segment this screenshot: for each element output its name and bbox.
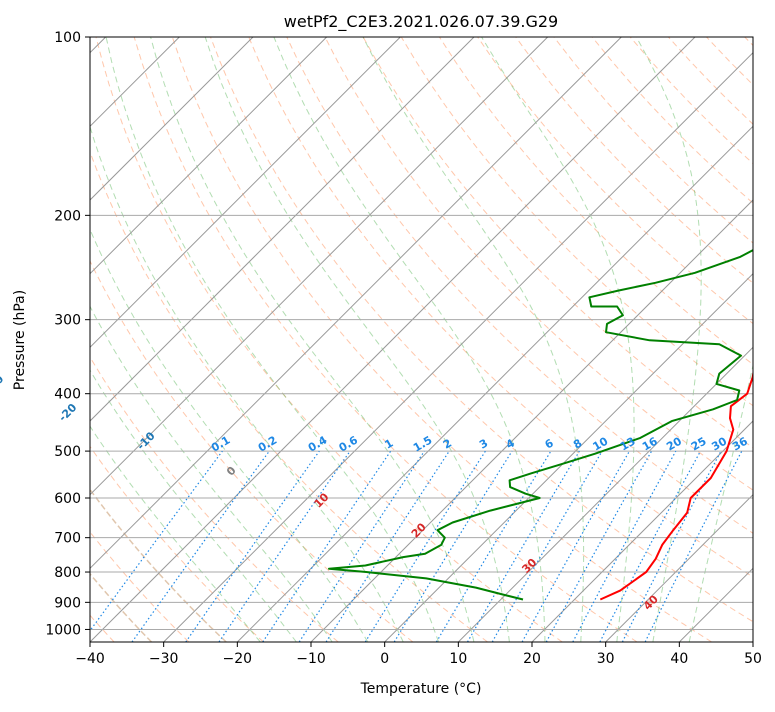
isotherm	[532, 37, 775, 642]
isotherm	[679, 37, 775, 642]
dry-adiabat-label: -10	[134, 429, 157, 452]
dry-adiabat	[0, 37, 338, 642]
isotherm	[311, 37, 775, 642]
isotherm	[0, 37, 327, 642]
mixing-ratio-line	[263, 451, 391, 642]
isotherm	[385, 37, 775, 642]
x-tick-label: 0	[380, 651, 389, 667]
y-tick-label: 800	[54, 565, 81, 581]
dry-adiabat	[707, 37, 775, 642]
moist-adiabat	[363, 37, 584, 642]
plot-frame	[90, 37, 753, 642]
moist-adiabat	[689, 37, 775, 642]
x-tick-label: 40	[670, 651, 688, 667]
mixing-ratio-label: 2	[441, 437, 454, 452]
moist-adiabat	[9, 37, 333, 642]
x-tick-label: 30	[597, 651, 615, 667]
y-tick-label: 1000	[45, 622, 81, 638]
x-tick-label: 20	[523, 651, 541, 667]
moist-adiabat	[0, 37, 260, 642]
x-tick-label: −20	[223, 651, 253, 667]
dry-adiabat	[0, 37, 189, 642]
dry-adiabat-label: 10	[312, 490, 332, 510]
x-tick-label: 10	[449, 651, 467, 667]
isotherm	[90, 37, 695, 642]
temperature-profile	[600, 37, 775, 600]
label-layer: 0.10.20.40.611.52346810131620253036-100-…	[0, 50, 750, 613]
y-tick-label: 300	[54, 313, 81, 329]
dry-adiabat	[58, 37, 488, 642]
isotherm	[0, 37, 400, 642]
y-tick-label: 900	[54, 595, 81, 611]
x-axis-label: Temperature (°C)	[360, 681, 482, 697]
isotherm	[237, 37, 775, 642]
isotherm	[164, 37, 769, 642]
mixing-ratio-label: 6	[543, 436, 556, 451]
dry-adiabat	[745, 37, 775, 642]
x-tick-label: 50	[744, 651, 762, 667]
mixing-ratio-line	[546, 451, 651, 642]
mixing-ratio-line	[600, 451, 701, 642]
mixing-ratio-line	[365, 451, 485, 642]
dry-adiabat	[592, 37, 775, 642]
isotherm	[753, 37, 775, 642]
y-axis-label: Pressure (hPa)	[12, 290, 28, 390]
dry-adiabat-label: 30	[519, 556, 539, 576]
mixing-ratio-line	[468, 451, 580, 642]
mixing-ratio-line	[219, 451, 350, 642]
moist-adiabat	[482, 37, 634, 642]
x-tick-label: −10	[296, 651, 326, 667]
dry-adiabat	[134, 37, 637, 642]
moist-adiabat	[151, 37, 474, 642]
dry-adiabat	[668, 37, 775, 642]
y-tick-label: 600	[54, 491, 81, 507]
dry-adiabat	[478, 37, 775, 642]
chart-title: wetPf2_C2E3.2021.026.07.39.G29	[284, 12, 558, 32]
isotherm	[0, 37, 474, 642]
mixing-ratio-line	[436, 451, 551, 642]
isotherm	[0, 37, 253, 642]
dry-adiabat-label: 0	[224, 464, 239, 479]
reference-adiabat	[0, 37, 226, 642]
dry-adiabat-label: -20	[56, 401, 79, 424]
y-tick-label: 200	[54, 208, 81, 224]
mixing-ratio-line	[326, 451, 449, 642]
isotherm	[16, 37, 621, 642]
y-tick-label: 100	[54, 30, 81, 46]
x-tick-label: −40	[75, 651, 105, 667]
dry-adiabat	[20, 37, 413, 642]
y-tick-label: 500	[54, 444, 81, 460]
moist-adiabat	[106, 37, 439, 642]
dry-adiabat	[554, 37, 775, 642]
dry-adiabat-label: -30	[0, 372, 7, 395]
y-tick-label: 400	[54, 387, 81, 403]
y-tick-label: 700	[54, 531, 81, 547]
mixing-ratio-line	[82, 451, 223, 642]
mixing-ratio-label: 3	[477, 437, 490, 452]
mixing-ratio-line	[299, 451, 424, 642]
x-tick-label: −30	[149, 651, 179, 667]
isotherm	[458, 37, 775, 642]
